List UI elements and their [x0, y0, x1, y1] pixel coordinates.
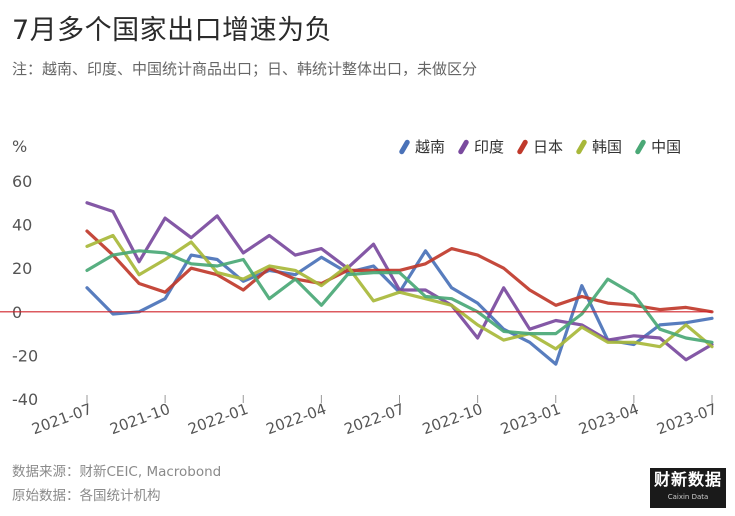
page-title: 7月多个国家出口增速为负 [12, 15, 333, 46]
x-tick-label: 2022-04 [264, 400, 329, 438]
legend-label-korea: 韩国 [592, 138, 623, 156]
y-tick-label: -20 [12, 346, 38, 365]
logo-subtext: Caixin Data [667, 493, 709, 501]
logo-text: 财新数据 [653, 470, 722, 489]
y-tick-label: -40 [12, 390, 38, 409]
data-source: 数据来源：财新CEIC, Macrobond [12, 464, 222, 480]
chart-legend: 越南 印度 日本 韩国 中国 [398, 136, 682, 157]
legend-item-vietnam: 越南 [398, 136, 446, 157]
x-tick-label: 2022-10 [420, 400, 485, 438]
y-tick-label: 60 [12, 172, 32, 191]
legend-label-vietnam: 越南 [415, 138, 446, 156]
series-line-3 [85, 233, 714, 351]
legend-item-korea: 韩国 [575, 136, 623, 157]
x-tick-label: 2023-07 [654, 400, 719, 438]
caixin-data-logo: 财新数据 Caixin Data [650, 468, 726, 508]
y-axis-unit: % [12, 137, 28, 156]
legend-label-india: 印度 [474, 138, 505, 156]
y-tick-label: 20 [12, 259, 32, 278]
x-tick-label: 2021-07 [29, 400, 94, 438]
x-tick-label: 2022-07 [342, 400, 407, 438]
x-tick-label: 2021-10 [107, 400, 172, 438]
series-line-1 [85, 201, 714, 362]
series-line-2 [85, 229, 714, 314]
x-tick-label: 2023-01 [498, 400, 563, 438]
legend-item-india: 印度 [457, 136, 505, 157]
x-tick-label: 2023-04 [576, 400, 641, 438]
legend-item-china: 中国 [634, 136, 682, 157]
original-data-source: 原始数据：各国统计机构 [12, 488, 161, 504]
chart-subtitle: 注：越南、印度、中国统计商品出口；日、韩统计整体出口，未做区分 [12, 60, 478, 78]
series-line-0 [85, 249, 714, 366]
legend-label-japan: 日本 [533, 138, 564, 156]
x-tick-label: 2022-01 [186, 400, 251, 438]
y-tick-label: 40 [12, 216, 32, 235]
legend-item-japan: 日本 [516, 136, 564, 157]
series-line-4 [85, 249, 714, 344]
legend-label-china: 中国 [651, 138, 682, 156]
